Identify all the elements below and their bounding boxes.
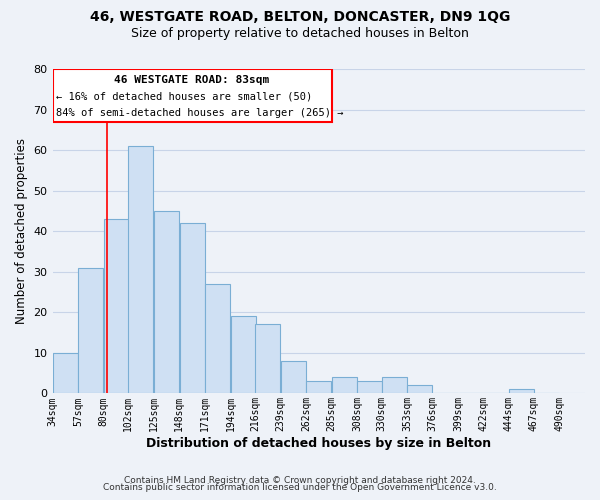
Y-axis label: Number of detached properties: Number of detached properties bbox=[15, 138, 28, 324]
Bar bbox=[281, 361, 306, 394]
Text: 46 WESTGATE ROAD: 83sqm: 46 WESTGATE ROAD: 83sqm bbox=[115, 75, 269, 85]
Text: Contains HM Land Registry data © Crown copyright and database right 2024.: Contains HM Land Registry data © Crown c… bbox=[124, 476, 476, 485]
Text: ← 16% of detached houses are smaller (50): ← 16% of detached houses are smaller (50… bbox=[56, 92, 312, 102]
Bar bbox=[205, 284, 230, 394]
Text: Size of property relative to detached houses in Belton: Size of property relative to detached ho… bbox=[131, 28, 469, 40]
Bar bbox=[306, 382, 331, 394]
Bar bbox=[53, 69, 332, 122]
Bar bbox=[255, 324, 280, 394]
Bar bbox=[154, 211, 179, 394]
Bar bbox=[230, 316, 256, 394]
Text: 46, WESTGATE ROAD, BELTON, DONCASTER, DN9 1QG: 46, WESTGATE ROAD, BELTON, DONCASTER, DN… bbox=[90, 10, 510, 24]
X-axis label: Distribution of detached houses by size in Belton: Distribution of detached houses by size … bbox=[146, 437, 491, 450]
Bar bbox=[509, 390, 533, 394]
Text: 84% of semi-detached houses are larger (265) →: 84% of semi-detached houses are larger (… bbox=[56, 108, 343, 118]
Bar bbox=[179, 223, 205, 394]
Bar bbox=[53, 353, 78, 394]
Bar bbox=[104, 219, 129, 394]
Bar bbox=[332, 377, 357, 394]
Bar bbox=[382, 377, 407, 394]
Text: Contains public sector information licensed under the Open Government Licence v3: Contains public sector information licen… bbox=[103, 484, 497, 492]
Bar bbox=[407, 386, 433, 394]
Bar bbox=[128, 146, 154, 394]
Bar bbox=[79, 268, 103, 394]
Bar bbox=[358, 382, 382, 394]
